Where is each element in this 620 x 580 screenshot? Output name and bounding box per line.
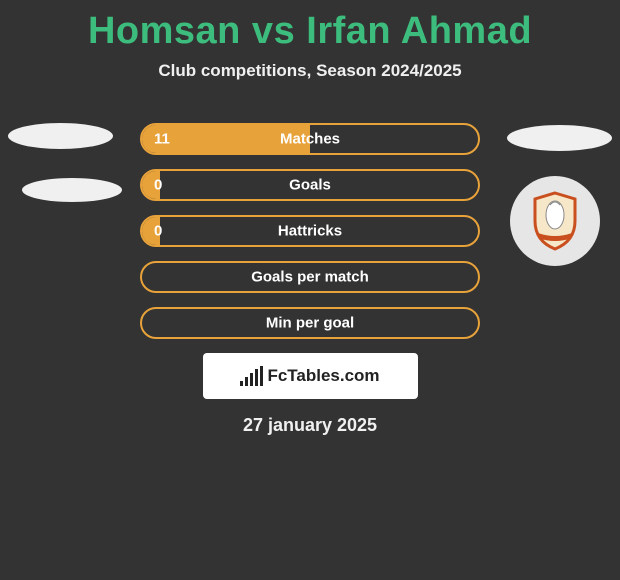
stat-label: Hattricks xyxy=(278,223,342,240)
date-label: 27 january 2025 xyxy=(0,415,620,436)
stat-row-mpg: Min per goal xyxy=(140,307,480,339)
stat-label: Min per goal xyxy=(266,315,354,332)
stat-left-value: 0 xyxy=(154,177,162,194)
page-title: Homsan vs Irfan Ahmad xyxy=(0,0,620,53)
stat-row-gpm: Goals per match xyxy=(140,261,480,293)
stat-label: Goals per match xyxy=(251,269,369,286)
stat-label: Matches xyxy=(280,131,340,148)
bars-icon xyxy=(240,366,263,386)
stat-row-goals: 0 Goals xyxy=(140,169,480,201)
stat-left-value: 11 xyxy=(154,131,170,148)
stats-container: 11 Matches 0 Goals 0 Hattricks Goals per… xyxy=(0,123,620,339)
subtitle: Club competitions, Season 2024/2025 xyxy=(0,61,620,81)
stat-row-hattricks: 0 Hattricks xyxy=(140,215,480,247)
stat-label: Goals xyxy=(289,177,331,194)
stat-row-matches: 11 Matches xyxy=(140,123,480,155)
source-logo: FcTables.com xyxy=(203,353,418,399)
logo-text: FcTables.com xyxy=(267,366,379,386)
stat-left-value: 0 xyxy=(154,223,162,240)
